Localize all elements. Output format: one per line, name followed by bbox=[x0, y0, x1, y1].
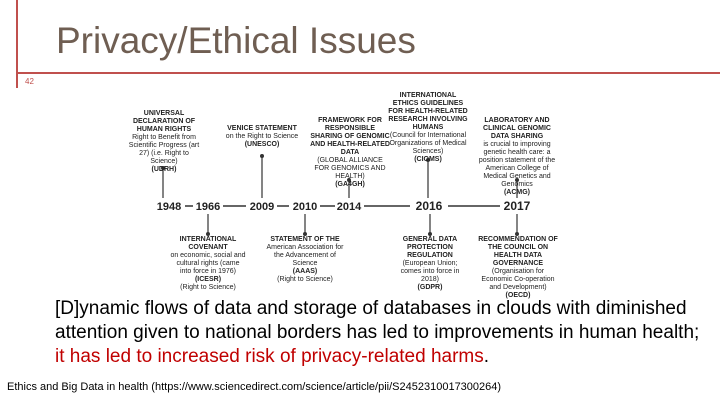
item-description: Right to Benefit from Scientific Progres… bbox=[128, 134, 200, 165]
item-heading: GENERAL DATA PROTECTION REGULATION bbox=[402, 236, 458, 259]
dot-icesr bbox=[206, 232, 210, 236]
item-heading: INTERNATIONAL COVENANT bbox=[179, 236, 237, 251]
item-extra: (Right to Science) bbox=[277, 276, 333, 283]
timeline-item-ga4gh: FRAMEWORK FOR RESPONSIBLE SHARING OF GEN… bbox=[310, 117, 390, 189]
item-acronym: (GA4GH) bbox=[335, 181, 365, 188]
timeline-item-icesr: INTERNATIONAL COVENANT on economic, soci… bbox=[170, 236, 246, 292]
timeline-item-udhr: UNIVERSAL DECLARATION OF HUMAN RIGHTS Ri… bbox=[128, 110, 200, 174]
item-acronym: (UNESCO) bbox=[244, 141, 280, 148]
dot-cioms bbox=[426, 158, 430, 162]
body-quote-end: . bbox=[483, 346, 490, 367]
item-description: (GLOBAL ALLIANCE FOR GENOMICS AND HEALTH… bbox=[314, 157, 386, 180]
item-description: (Council for International Organizations… bbox=[389, 132, 467, 155]
item-heading: STATEMENT OF THE bbox=[270, 236, 340, 243]
slide-title: Privacy/Ethical Issues bbox=[56, 20, 416, 61]
item-acronym: (AAAS) bbox=[292, 268, 318, 275]
item-acronym: (ACMG) bbox=[503, 189, 531, 196]
timeline-item-oecd: RECOMMENDATION OF THE COUNCIL ON HEALTH … bbox=[476, 236, 560, 300]
item-acronym: (GDPR) bbox=[417, 284, 443, 291]
year-label: 2016 bbox=[416, 199, 443, 213]
body-quote-highlight: it has led to increased risk of privacy-… bbox=[55, 346, 484, 367]
citation: Ethics and Big Data in health (https://w… bbox=[7, 381, 502, 393]
item-description: (European Union; comes into force in 201… bbox=[400, 260, 460, 283]
item-description: is crucial to improving genetic health c… bbox=[478, 141, 556, 188]
timeline-item-unesco: VENICE STATEMENT on the Right to Science… bbox=[222, 125, 302, 149]
body-quote-part1: [D]ynamic flows of data and storage of d… bbox=[55, 298, 700, 343]
dot-gdpr bbox=[428, 232, 432, 236]
item-description: on economic, social and cultural rights … bbox=[170, 252, 246, 275]
dot-udhr bbox=[161, 166, 165, 170]
timeline-item-aaas: STATEMENT OF THE American Association fo… bbox=[266, 236, 344, 284]
dot-unesco bbox=[260, 154, 264, 158]
year-label: 2017 bbox=[504, 199, 531, 213]
timeline-item-cioms: INTERNATIONAL ETHICS GUIDELINES FOR HEAL… bbox=[388, 92, 468, 164]
year-label: 2009 bbox=[250, 201, 274, 213]
year-label: 2010 bbox=[293, 201, 317, 213]
year-label: 1966 bbox=[196, 201, 220, 213]
year-label: 1948 bbox=[157, 201, 181, 213]
year-label: 2014 bbox=[337, 201, 362, 213]
body-quote: [D]ynamic flows of data and storage of d… bbox=[55, 297, 705, 369]
item-heading: UNIVERSAL DECLARATION OF HUMAN RIGHTS bbox=[132, 110, 196, 133]
dot-ga4gh bbox=[347, 178, 351, 182]
item-heading: VENICE STATEMENT bbox=[227, 125, 297, 132]
item-heading: FRAMEWORK FOR RESPONSIBLE SHARING OF GEN… bbox=[310, 117, 390, 156]
item-heading: RECOMMENDATION OF THE COUNCIL ON HEALTH … bbox=[478, 236, 558, 267]
dot-acmg bbox=[515, 178, 519, 182]
item-description: on the Right to Science bbox=[225, 133, 299, 140]
frame-horizontal-line bbox=[16, 72, 720, 74]
dot-aaas bbox=[303, 232, 307, 236]
slide-number: 42 bbox=[25, 77, 34, 86]
item-acronym: (CIOMS) bbox=[414, 156, 442, 163]
dot-oecd bbox=[515, 232, 519, 236]
item-acronym: (OECD) bbox=[505, 292, 531, 299]
item-heading: INTERNATIONAL ETHICS GUIDELINES FOR HEAL… bbox=[388, 92, 468, 131]
item-heading: LABORATORY AND CLINICAL GENOMIC DATA SHA… bbox=[483, 117, 551, 140]
item-acronym: (UDRH) bbox=[151, 166, 177, 173]
item-acronym: (ICESR) bbox=[194, 276, 222, 283]
item-description: (Organisation for Economic Co-operation … bbox=[481, 268, 555, 291]
frame-vertical-line bbox=[16, 0, 18, 88]
timeline-item-gdpr: GENERAL DATA PROTECTION REGULATION (Euro… bbox=[394, 236, 466, 292]
timeline-item-acmg: LABORATORY AND CLINICAL GENOMIC DATA SHA… bbox=[474, 117, 560, 197]
item-description: American Association for the Advancement… bbox=[266, 244, 344, 267]
item-extra: (Right to Science) bbox=[180, 284, 236, 291]
